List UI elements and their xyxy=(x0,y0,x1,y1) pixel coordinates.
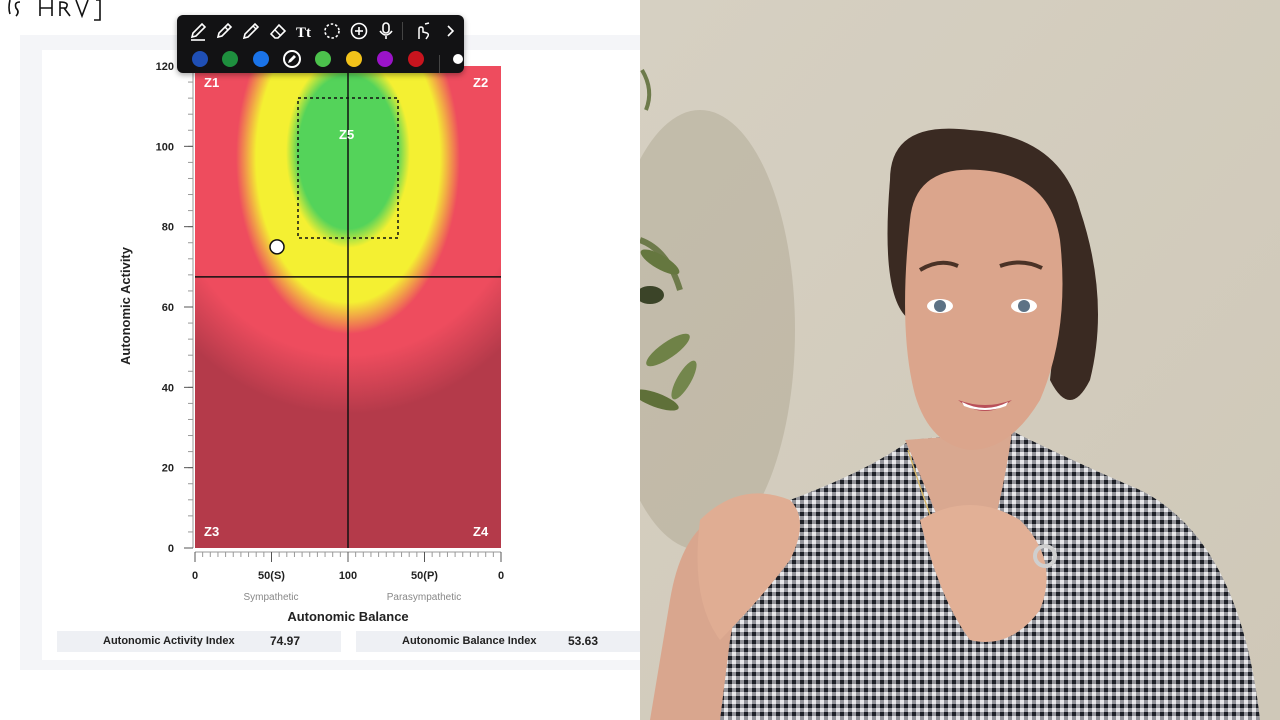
zone-label-z1: Z1 xyxy=(204,75,219,90)
y-tick-label: 80 xyxy=(162,222,174,234)
y-tick-label: 0 xyxy=(168,543,174,555)
y-axis-title: Autonomic Activity xyxy=(118,246,133,365)
webcam-video xyxy=(640,0,1280,720)
microphone-icon[interactable] xyxy=(375,20,397,42)
pencil-tool-icon[interactable] xyxy=(240,20,262,42)
x-tick-label: 0 xyxy=(192,570,198,582)
y-tick-label: 100 xyxy=(156,141,174,153)
text-tool-glyph: Tt xyxy=(296,25,311,41)
stroke-size-dot[interactable] xyxy=(453,54,463,64)
color-swatch-selected[interactable] xyxy=(283,50,301,68)
highlighter-tool-icon[interactable] xyxy=(213,20,235,42)
chevron-right-icon[interactable] xyxy=(439,20,461,42)
color-swatch-purple[interactable] xyxy=(377,51,393,67)
color-swatch-blue[interactable] xyxy=(253,51,269,67)
color-swatch-red[interactable] xyxy=(408,51,424,67)
balance-index-value: 53.63 xyxy=(568,634,599,648)
toolbar-divider xyxy=(402,22,403,40)
zone-label-z3: Z3 xyxy=(204,524,219,539)
color-swatch-green[interactable] xyxy=(315,51,331,67)
toolbar-divider xyxy=(439,55,440,73)
x-tick-label: 50(P) xyxy=(411,570,438,582)
y-tick-label: 40 xyxy=(162,382,174,394)
x-tick-label: 100 xyxy=(339,570,357,582)
touch-draw-icon[interactable] xyxy=(411,20,433,42)
activity-index-value: 74.97 xyxy=(270,634,301,648)
sympathetic-label: Sympathetic xyxy=(243,592,298,603)
zone5-highlight-box xyxy=(297,97,399,239)
x-axis-title: Autonomic Balance xyxy=(287,609,408,624)
balance-index-box: Autonomic Balance Index 53.63 xyxy=(356,631,640,652)
y-tick-labels: 0 20 40 60 80 100 120 xyxy=(156,61,193,555)
handwriting-annotation xyxy=(8,0,101,21)
parasympathetic-label: Parasympathetic xyxy=(387,592,461,603)
y-tick-label: 20 xyxy=(162,463,174,475)
balance-index-label: Autonomic Balance Index xyxy=(402,635,537,647)
plant-leaves xyxy=(640,68,697,411)
lasso-tool-icon[interactable] xyxy=(321,20,343,42)
hrv-data-point[interactable] xyxy=(269,239,285,255)
y-tick-label: 60 xyxy=(162,302,174,314)
zone-label-z2: Z2 xyxy=(473,75,488,90)
activity-index-box: Autonomic Activity Index 74.97 xyxy=(57,631,341,652)
color-swatch-green-dark[interactable] xyxy=(222,51,238,67)
presenter-video-frame xyxy=(640,0,1280,720)
pen-tool-icon[interactable] xyxy=(187,20,209,42)
y-tick-label: 120 xyxy=(156,61,174,73)
x-tick-labels: 0 50(S) 100 50(P) 0 xyxy=(192,552,504,582)
x-tick-label: 50(S) xyxy=(258,570,285,582)
pen-nib-icon xyxy=(288,55,296,63)
add-icon[interactable] xyxy=(348,20,370,42)
hand-right xyxy=(920,505,1047,642)
activity-index-label: Autonomic Activity Index xyxy=(103,635,235,647)
hand-left xyxy=(697,493,800,640)
hrv-zone-chart: 0 20 40 60 80 100 120 0 50(S) 100 50(P) 0 Z1 Z2 Z3… xyxy=(118,61,504,624)
annotation-toolbar: Tt xyxy=(177,15,464,73)
zone-label-z5: Z5 xyxy=(339,127,354,142)
color-swatch-blue-dark[interactable] xyxy=(192,51,208,67)
ring xyxy=(1033,544,1057,568)
zone-label-z4: Z4 xyxy=(473,524,489,539)
x-tick-label: 0 xyxy=(498,570,504,582)
eraser-tool-icon[interactable] xyxy=(267,20,289,42)
color-swatch-yellow[interactable] xyxy=(346,51,362,67)
face xyxy=(905,169,1063,451)
whiteboard-panel: 0 20 40 60 80 100 120 0 50(S) 100 50(P) 0 Z1 Z2 Z3… xyxy=(8,0,640,670)
text-tool-icon[interactable]: Tt xyxy=(294,20,316,42)
